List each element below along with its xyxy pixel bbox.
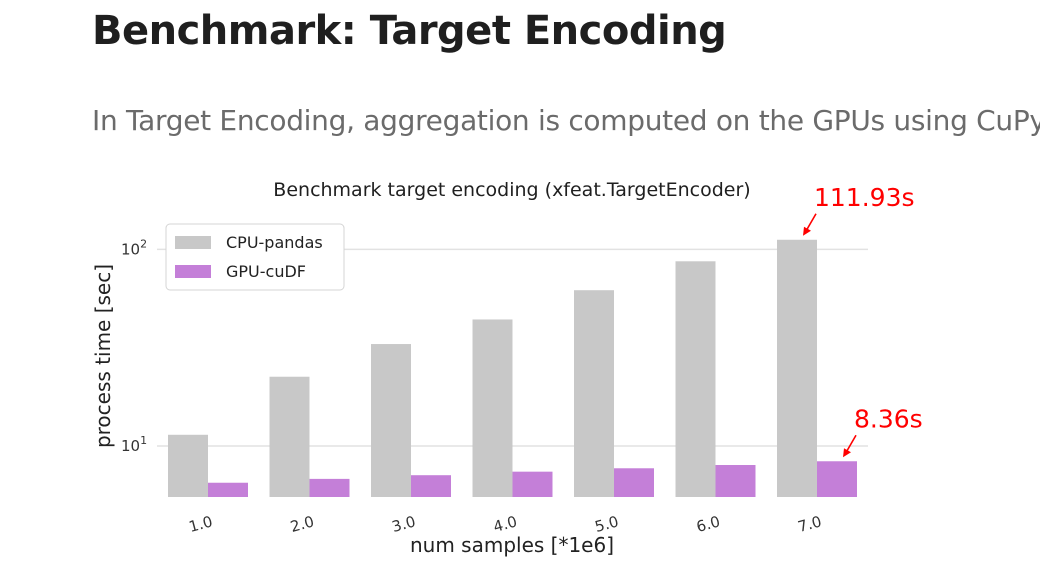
bar-gpu <box>208 482 248 497</box>
bar-cpu <box>371 344 411 497</box>
legend-label-cpu: CPU-pandas <box>226 233 323 252</box>
bar-cpu <box>269 376 310 497</box>
annotation-arrowhead <box>843 448 851 458</box>
x-tick-label: 3.0 <box>390 512 418 536</box>
bar-cpu <box>777 239 817 498</box>
slide-title: Benchmark: Target Encoding <box>92 8 727 54</box>
annotation-label: 111.93s <box>814 183 915 212</box>
slide-subtitle: In Target Encoding, aggregation is compu… <box>92 104 1040 137</box>
bar-gpu <box>614 468 654 497</box>
x-axis-label: num samples [*1e6] <box>410 533 614 557</box>
bars <box>168 239 857 498</box>
bar-gpu <box>817 461 857 497</box>
bar-gpu <box>512 471 553 497</box>
bar-cpu <box>472 319 513 497</box>
x-tick-label: 1.0 <box>187 512 215 536</box>
legend-swatch-gpu <box>175 265 211 278</box>
chart-title: Benchmark target encoding (xfeat.TargetE… <box>273 179 750 201</box>
y-tick-label: 101 <box>121 434 147 455</box>
x-tick-label: 2.0 <box>288 512 316 536</box>
annotation-label: 8.36s <box>854 404 923 433</box>
x-tick-label: 6.0 <box>694 512 722 536</box>
bar-cpu <box>168 434 208 497</box>
bar-gpu <box>715 465 756 497</box>
legend: CPU-pandas GPU-cuDF <box>165 223 345 291</box>
legend-label-gpu: GPU-cuDF <box>226 262 306 281</box>
y-axis-ticks: 101 102 <box>121 237 147 455</box>
annotations: 111.93s 8.36s <box>803 183 923 458</box>
bar-cpu <box>675 261 716 497</box>
x-tick-label: 5.0 <box>593 512 621 536</box>
y-tick-label: 102 <box>121 237 147 258</box>
bar-cpu <box>574 290 614 497</box>
bar-gpu <box>411 475 451 497</box>
annotation-arrowhead <box>803 226 811 236</box>
y-axis-label: process time [sec] <box>91 264 115 448</box>
x-tick-label: 4.0 <box>491 512 519 536</box>
x-axis-ticks: 1.0 2.0 3.0 4.0 5.0 6.0 7.0 <box>187 512 824 536</box>
x-tick-label: 7.0 <box>796 512 824 536</box>
legend-swatch-cpu <box>175 236 211 249</box>
bar-gpu <box>309 478 350 497</box>
